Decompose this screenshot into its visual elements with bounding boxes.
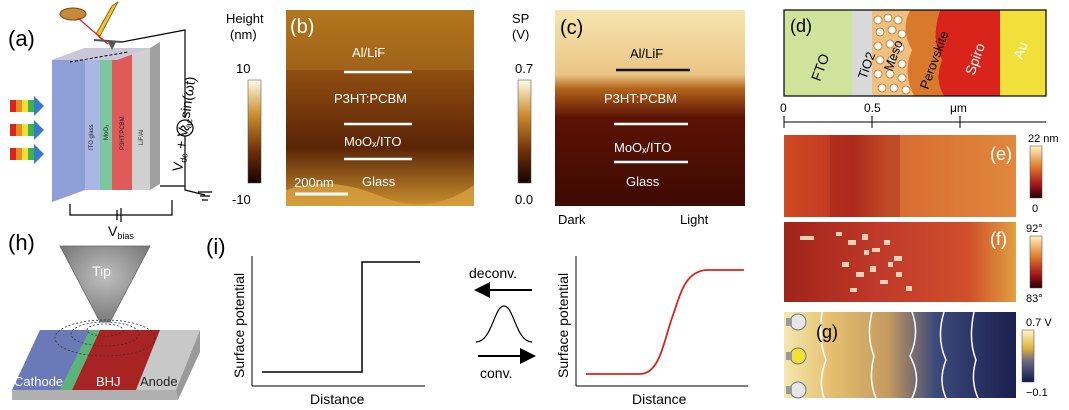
panel-c: SP (V) 0.7 0.0 (c) Al/LiF P3HT:PCBM MoOₓ…	[512, 10, 745, 227]
b-layer-moox: MoOₓ/ITO	[344, 134, 401, 149]
sp-cb-max: 0.7	[515, 61, 533, 76]
cathode-label: Cathode	[14, 374, 63, 389]
panel-a: (a) ITO glass MoO₃ P3HT:PCBM LiF/	[8, 1, 212, 241]
g-cb-max: 0.7 V	[1026, 317, 1052, 329]
g-contours	[819, 311, 979, 399]
layer-p3ht-pcbm: P3HT:PCBM	[120, 116, 126, 150]
kpfm-image	[555, 10, 745, 206]
sp-colorbar-title: SP	[512, 11, 529, 26]
d-tick-0: 0	[780, 101, 787, 115]
label-au: Au	[1010, 39, 1031, 61]
height-colorbar-unit: (nm)	[230, 27, 257, 42]
circuit	[69, 29, 212, 222]
cantilever-icon	[59, 1, 123, 50]
voltage-label: Vdc + Vacsin(ωt)	[169, 75, 200, 172]
right-xlabel: Distance	[632, 391, 687, 407]
panel-label-b: (b)	[290, 16, 314, 38]
e-cb-min: 0	[1032, 203, 1038, 215]
e-colorbar	[1029, 145, 1043, 199]
panel-label-a: (a)	[8, 26, 35, 51]
c-layer-moox: MoOₓ/ITO	[614, 140, 671, 155]
g-colorbar	[1021, 329, 1035, 383]
right-ylabel: Surface potential	[555, 273, 571, 378]
f-colorbar	[1029, 235, 1043, 289]
sp-colorbar-unit: (V)	[512, 27, 529, 42]
g-cb-min: −0.1	[1026, 387, 1048, 399]
meso-particles	[873, 13, 911, 95]
field-lines	[54, 319, 156, 357]
f-texture	[800, 232, 912, 292]
panel-label-h: (h)	[8, 230, 35, 255]
panel-h: (h) Tip Cathode BHJ Anode	[8, 230, 200, 400]
left-ylabel: Surface potential	[231, 273, 247, 378]
c-layer-p3ht: P3HT:PCBM	[604, 91, 677, 106]
panel-label-c: (c)	[560, 17, 583, 39]
au-layer	[1000, 10, 1046, 96]
spiro-layer	[935, 10, 1000, 96]
panel-b: Height (nm) 10 -10 (b) Al/LiF P3HT:PCBM …	[226, 10, 474, 207]
c-layer-al-lif: Al/LiF	[630, 46, 663, 61]
tip-icon	[59, 245, 151, 323]
fto-layer	[784, 10, 852, 96]
tio2-layer	[852, 10, 872, 96]
device-stack: ITO glass MoO₃ P3HT:PCBM LiF/Al	[52, 42, 160, 202]
height-colorbar-title: Height	[226, 11, 264, 26]
panel-label-i: (i)	[206, 234, 226, 259]
light-arrows-icon	[10, 96, 44, 164]
left-xlabel: Distance	[310, 391, 365, 407]
e-image	[784, 135, 1016, 217]
height-cb-min: -10	[232, 192, 251, 207]
panel-f: (f) 92° 83°	[784, 222, 1043, 305]
height-cb-max: 10	[236, 61, 250, 76]
layer-lif-al: LiF/Al	[139, 130, 145, 145]
cathode-layer	[12, 330, 90, 390]
d-tick-05: 0.5	[864, 101, 881, 115]
sp-colorbar	[517, 79, 532, 184]
layer-ito-glass: ITO glass	[89, 124, 95, 150]
panel-g: (g) 0.7 V −0.1	[784, 311, 1052, 399]
c-layer-glass: Glass	[626, 174, 660, 189]
layer-moo3: MoO₃	[104, 124, 110, 140]
perovskite-layer	[905, 10, 944, 96]
gaussian-icon	[475, 305, 533, 343]
d-axis: 0 0.5 μm	[780, 101, 1046, 128]
deconv-label: deconv.	[469, 265, 517, 281]
bhj-label: BHJ	[96, 374, 121, 389]
panel-label-f: (f)	[990, 229, 1007, 249]
conv-label: conv.	[480, 365, 512, 381]
tip-label: Tip	[92, 263, 111, 279]
e-cb-max: 22 nm	[1028, 133, 1059, 145]
panel-label-e: (e)	[990, 144, 1012, 164]
b-layer-al-lif: Al/LiF	[352, 45, 385, 60]
smooth-plot: Surface potential Distance	[555, 256, 748, 407]
d-tick-um: μm	[950, 101, 967, 115]
f-cb-min: 83°	[1026, 293, 1043, 305]
smooth-curve	[586, 269, 744, 375]
panel-e: (e) 22 nm 0	[784, 133, 1059, 217]
conv-arrows: deconv. conv.	[469, 265, 536, 381]
vbias-label: Vbias	[108, 223, 134, 241]
height-colorbar	[247, 79, 262, 184]
b-layer-p3ht: P3HT:PCBM	[334, 91, 407, 106]
step-plot: Surface potential Distance	[231, 256, 425, 407]
scalebar-label: 200nm	[294, 175, 334, 190]
panel-d: (d) FTO TiO2 Meso Perovskite Spiro Au 0 …	[780, 9, 1047, 128]
g-image	[784, 312, 1016, 398]
dark-label: Dark	[558, 212, 586, 227]
light-label: Light	[680, 212, 709, 227]
panel-label-g: (g)	[816, 322, 838, 342]
sp-cb-min: 0.0	[515, 192, 533, 207]
b-layer-glass: Glass	[362, 174, 396, 189]
anode-label: Anode	[140, 374, 178, 389]
panel-i: (i) Surface potential Distance deconv. c…	[206, 234, 748, 407]
f-cb-max: 92°	[1026, 223, 1043, 235]
light-bulb-icons	[786, 313, 807, 399]
step-curve	[262, 261, 420, 373]
panel-label-d: (d)	[790, 16, 812, 36]
f-image	[784, 222, 1016, 302]
